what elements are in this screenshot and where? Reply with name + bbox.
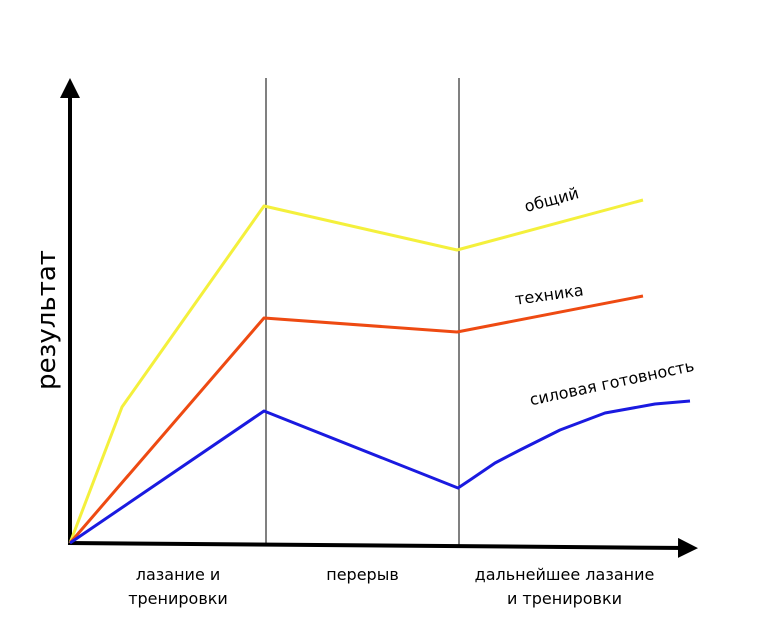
phase-label: перерыв	[326, 565, 399, 584]
series-label: техника	[514, 280, 585, 308]
phase-label: лазание и	[136, 565, 221, 584]
y-axis-label: результат	[32, 250, 62, 390]
series-line	[68, 294, 644, 544]
x-axis	[67, 537, 698, 558]
phase-label: и тренировки	[507, 589, 622, 608]
phase-label: тренировки	[128, 589, 228, 608]
phase-label: дальнейшее лазание	[475, 565, 655, 584]
series-line	[68, 198, 644, 544]
series-line	[69, 399, 691, 545]
series-label: общий	[522, 183, 581, 216]
